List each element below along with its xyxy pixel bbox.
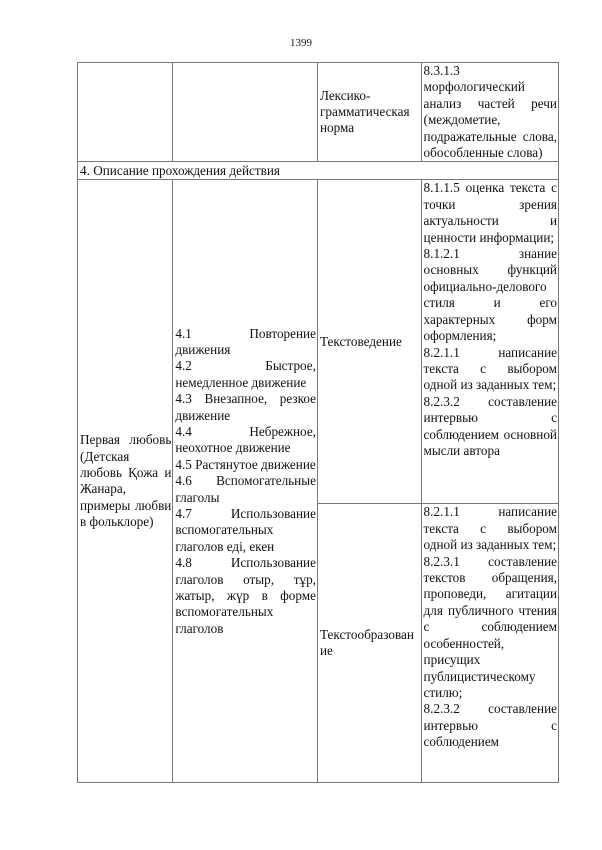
objective: 8.2.1.1 написание текста с выбором одной…: [423, 504, 557, 553]
grammar-topics-cell: 4.1 Повторение движения 4.2 Быстрое, нем…: [172, 179, 318, 784]
table-row: Лексико-грамматическая норма 8.3.1.3 мор…: [76, 61, 560, 163]
objective: 8.1.1.5 оценка текста с точки зрения акт…: [423, 180, 557, 245]
table-row: 4. Описание прохождения действия: [77, 161, 559, 181]
table-cell: [76, 61, 174, 163]
grammar-topic: 4.4 Небрежное, неохотное движение: [175, 424, 316, 456]
grammar-topic: 4.6 Вспомогательные глаголы: [175, 473, 316, 505]
page-number: 1399: [290, 37, 312, 49]
theme-cell: Первая любовь (Детская любовь Қожа и Жан…: [76, 179, 174, 784]
objective: 8.2.3.2 составление интервью с соблюдени…: [423, 701, 557, 750]
objective: 8.3.1.3 морфологический анализ частей ре…: [423, 63, 557, 161]
grammar-topic: 4.2 Быстрое, немедленное движение: [175, 358, 316, 390]
curriculum-table: Лексико-грамматическая норма 8.3.1.3 мор…: [76, 61, 560, 784]
objective: 8.2.1.1 написание текста с выбором одной…: [423, 344, 557, 393]
section-topic-cell: Текстоведение: [316, 179, 422, 505]
objectives-cell: 8.2.1.1 написание текста с выбором одной…: [420, 503, 560, 784]
section-header: 4. Описание прохождения действия: [77, 161, 559, 181]
grammar-topic: 4.3 Внезапное, резкое движение: [175, 391, 316, 423]
objectives-cell: 8.3.1.3 морфологический анализ частей ре…: [420, 61, 560, 163]
grammar-topic: 4.8 Использование глаголов отыр, тұр, жа…: [175, 555, 316, 636]
table-cell: [172, 61, 318, 163]
section-topic-cell: Текстообразование: [316, 503, 422, 784]
objective: 8.1.2.1 знание основных функций официаль…: [423, 246, 557, 344]
table-row: Текстообразование 8.2.1.1 написание текс…: [78, 503, 560, 784]
grammar-topic: 4.7 Использование вспомогательных глагол…: [175, 506, 316, 554]
grammar-topic: 4.5 Растянутое движение: [175, 456, 316, 472]
objective: 8.2.3.2 составление интервью с соблюдени…: [423, 393, 557, 458]
section-topic-cell: Лексико-грамматическая норма: [316, 61, 422, 163]
objective: 8.2.3.1 составление текстов обращения, п…: [423, 553, 557, 700]
grammar-topic: 4.1 Повторение движения: [175, 325, 316, 357]
table-row: Первая любовь (Детская любовь Қожа и Жан…: [76, 179, 560, 784]
objectives-cell: 8.1.1.5 оценка текста с точки зрения акт…: [420, 179, 560, 505]
